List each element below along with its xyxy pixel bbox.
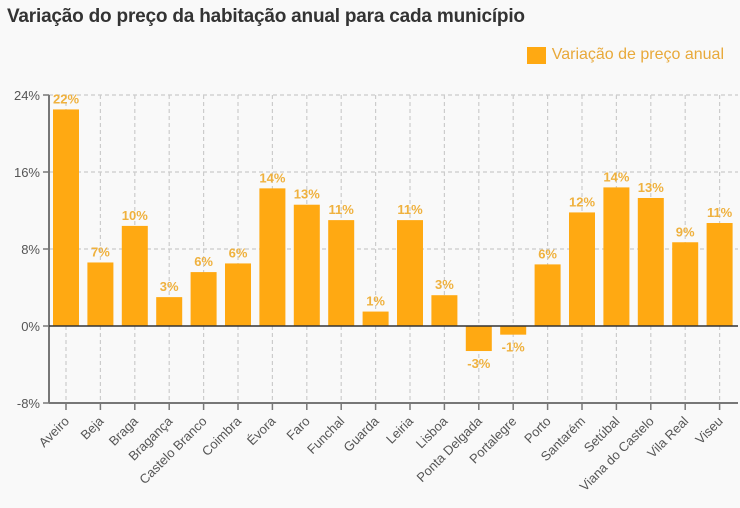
bar	[397, 220, 423, 326]
data-label: 13%	[638, 180, 664, 195]
bar	[225, 263, 251, 326]
bar	[637, 197, 664, 326]
category-label: Évora	[244, 413, 279, 448]
bar	[328, 220, 355, 326]
bar	[121, 225, 148, 326]
data-label: 12%	[569, 194, 595, 209]
category-label: Leiria	[383, 413, 417, 447]
data-label: 14%	[603, 169, 629, 184]
bar	[706, 223, 733, 326]
data-label: 7%	[91, 244, 110, 259]
chart-title: Variação do preço da habitação anual par…	[7, 6, 525, 27]
data-label: 1%	[366, 294, 385, 309]
data-labels: 22% 7% 10% 3% 6% 6% 14% 13% 11% 1% 11% 3% -3% -1% 6% 12…	[53, 91, 733, 371]
y-tick-label: 16%	[14, 165, 40, 180]
bar	[431, 295, 458, 326]
data-label: 11%	[397, 202, 423, 217]
legend[interactable]: Variação de preço anual	[526, 46, 724, 64]
data-label: 3%	[160, 279, 179, 294]
data-label: -1%	[502, 340, 526, 355]
bar	[156, 297, 183, 326]
y-tick-label: 0%	[21, 319, 40, 334]
y-tick-label: -8%	[17, 396, 41, 411]
bar	[259, 188, 286, 326]
category-label: Aveiro	[36, 414, 73, 451]
data-label: 13%	[294, 187, 320, 202]
bar	[190, 272, 217, 326]
data-label: 9%	[676, 224, 695, 239]
bar	[87, 262, 114, 326]
bar	[534, 264, 561, 326]
category-label: Viseu	[692, 414, 725, 447]
bar	[569, 212, 595, 326]
bar	[362, 311, 389, 326]
bar	[53, 109, 79, 326]
category-label: Guarda	[340, 413, 382, 455]
y-tick-label: 8%	[21, 242, 40, 257]
category-label: Coimbra	[199, 413, 245, 459]
category-label: Funchal	[304, 413, 347, 456]
data-label: 6%	[229, 245, 248, 260]
data-label: 6%	[538, 246, 557, 261]
data-label: 11%	[707, 205, 733, 220]
legend-label: Variação de preço anual	[551, 46, 724, 63]
data-label: 10%	[122, 208, 148, 223]
bar	[500, 326, 527, 335]
data-label: 3%	[435, 277, 454, 292]
category-label: Faro	[283, 414, 313, 444]
grid-lines	[49, 94, 738, 403]
category-label: Beja	[78, 413, 108, 443]
data-label: 11%	[329, 202, 355, 217]
data-label: 22%	[53, 91, 79, 106]
bars	[53, 109, 733, 352]
legend-swatch	[526, 46, 546, 64]
data-label: 14%	[259, 170, 285, 185]
data-label: 6%	[194, 254, 213, 269]
bar	[603, 187, 630, 326]
axes: 24% 16% 8% 0% -8%	[14, 88, 738, 411]
bar	[465, 326, 492, 352]
bar	[293, 204, 320, 326]
bar	[672, 242, 699, 326]
y-tick-label: 24%	[14, 88, 40, 103]
data-label: -3%	[467, 356, 491, 371]
